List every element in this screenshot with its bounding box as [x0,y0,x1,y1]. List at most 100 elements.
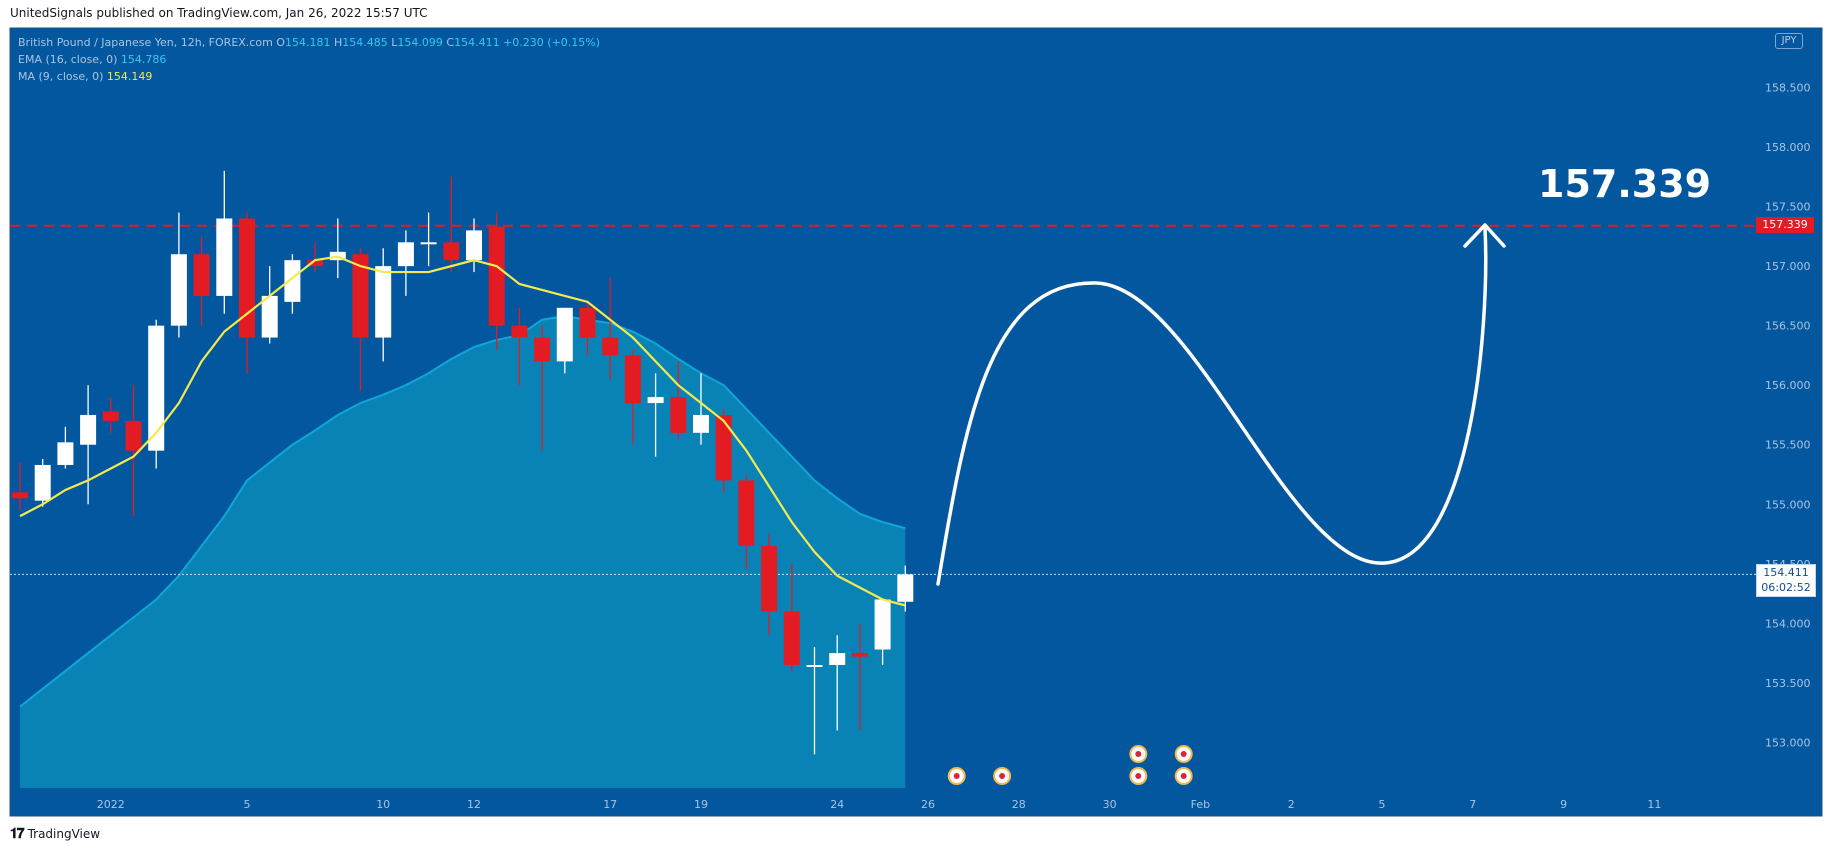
candle-body [624,355,641,404]
event-flag-icon [1174,767,1193,785]
last-price-tag: 154.411 06:02:52 [1756,564,1816,597]
candle-body [874,599,891,650]
time-tick-label: Feb [1191,798,1210,811]
candle [488,212,505,350]
price-tick-label: 158.000 [1765,141,1811,154]
ema-cloud-area [20,316,906,788]
open-label: O [276,36,285,49]
event-flag-dot [1135,773,1142,779]
candle-body [556,307,573,362]
candle-body [57,442,74,465]
candle-body [375,266,392,338]
candle [216,170,233,314]
time-tick-label: 12 [467,798,481,811]
candle [148,319,165,469]
candle [806,647,823,755]
candle [693,373,709,445]
candle [670,361,687,439]
candle-body [420,242,437,245]
candle [715,409,732,493]
time-tick-label: 30 [1103,798,1117,811]
target-annotation: 157.339 [1538,162,1712,206]
candle [170,212,187,338]
ma-line [19,255,906,607]
price-tick-label: 153.000 [1765,736,1811,749]
price-tick-label: 154.000 [1765,617,1811,630]
time-tick-label: 10 [376,798,390,811]
time-tick-label: 19 [694,798,708,811]
event-flag-dot [1180,773,1187,779]
candle [534,325,551,451]
candle [420,212,437,267]
candle [397,230,414,296]
candle [261,266,278,344]
price-scale [1756,28,1822,790]
candle-body [261,295,278,338]
candle-body [352,254,369,338]
time-tick-label: 28 [1012,798,1026,811]
symbol-row: British Pound / Japanese Yen, 12h, FOREX… [18,34,600,51]
price-tick-label: 158.500 [1765,82,1811,95]
candle [34,459,51,507]
candle-body [216,218,233,296]
event-flag-dot [953,773,960,779]
candle [284,254,301,314]
time-tick-label: 17 [603,798,617,811]
currency-badge[interactable]: JPY [1775,33,1803,49]
price-tick-label: 156.500 [1765,320,1811,333]
time-tick-label: 2022 [97,798,125,811]
event-flag-icon [993,767,1012,785]
time-tick-label: 11 [1647,798,1661,811]
candle [851,623,868,731]
candle [102,397,119,433]
change-value: +0.230 (+0.15%) [503,36,601,49]
high-label: H [333,36,343,49]
candle-body [602,337,619,356]
time-tick-label: 26 [921,798,935,811]
price-tick-label: 153.500 [1765,677,1811,690]
time-tick-label: 5 [244,798,251,811]
candle [12,462,28,511]
candle [443,176,460,273]
last-price-value: 154.411 [1763,566,1809,579]
footer: 𝟏𝟕 TradingView [10,826,100,842]
candle [511,307,528,386]
candle [57,426,74,469]
target-price-tag: 157.339 [1756,217,1814,233]
candle-body [488,226,505,326]
candle-body [34,464,51,501]
candle [466,218,482,273]
candle [307,242,324,273]
candle-body [806,664,823,667]
candle-body [307,260,324,267]
candle [239,212,255,374]
candle-body [443,242,460,261]
event-flag-dot [1180,751,1187,757]
candle-body [897,574,914,602]
candle-body [80,414,97,445]
time-tick-label: 24 [830,798,844,811]
candle-body [647,397,664,404]
event-flag-dot [999,773,1006,779]
low-value: 154.099 [397,36,443,49]
bar-countdown: 06:02:52 [1761,581,1811,594]
candle [193,236,210,326]
candle [624,349,641,445]
candle [647,373,664,457]
event-flag-icon [1129,745,1148,763]
price-tick-label: 155.500 [1765,439,1811,452]
candle-body [148,325,165,451]
time-tick-label: 5 [1379,798,1386,811]
candle-body [170,254,187,326]
candle-body [397,242,414,267]
candle [556,307,573,374]
event-flag-dot [1135,751,1142,757]
candle [738,474,755,570]
close-value: 154.411 [454,36,500,49]
candle [783,563,800,671]
candle-body [239,218,255,338]
ma-value: 154.149 [106,70,153,83]
symbol-label: British Pound / Japanese Yen, 12h, FOREX… [18,36,273,49]
candle-body [851,653,868,657]
